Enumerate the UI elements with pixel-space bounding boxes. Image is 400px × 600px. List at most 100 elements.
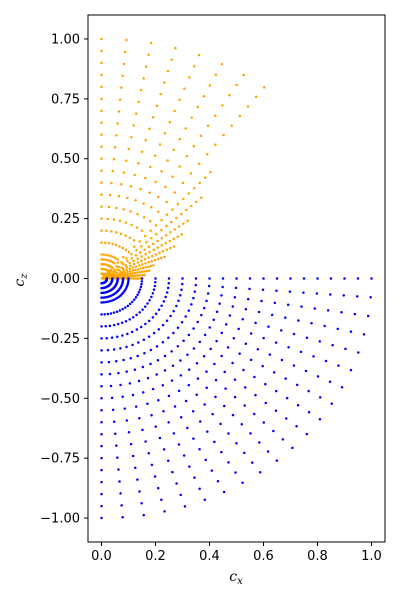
scatter-point <box>126 266 129 269</box>
scatter-point <box>137 274 140 277</box>
scatter-point <box>213 319 216 322</box>
scatter-point <box>319 396 322 399</box>
scatter-point <box>133 239 136 242</box>
scatter-point <box>171 379 174 382</box>
scatter-point <box>350 330 353 333</box>
scatter-point <box>167 421 170 424</box>
scatter-point <box>227 432 230 435</box>
scatter-point <box>148 251 151 254</box>
scatter-point <box>310 322 313 325</box>
scatter-point <box>116 335 119 338</box>
scatter-point <box>153 332 156 335</box>
scatter-point <box>128 275 131 278</box>
scatter-point <box>110 230 113 233</box>
scatter-point <box>319 340 322 343</box>
scatter-point <box>261 365 264 368</box>
scatter-point <box>131 301 134 304</box>
scatter-point <box>148 452 151 455</box>
scatter-point <box>247 105 250 108</box>
scatter-point <box>250 332 253 335</box>
scatter-point <box>164 369 167 372</box>
scatter-point <box>291 447 294 450</box>
scatter-point <box>125 221 128 224</box>
y-tick-label: 0.25 <box>51 212 80 227</box>
scatter-point <box>141 263 144 266</box>
scatter-point <box>217 480 220 483</box>
scatter-point <box>168 395 171 398</box>
scatter-point <box>284 316 287 319</box>
scatter-point <box>136 328 139 331</box>
scatter-point <box>164 355 167 358</box>
scatter-point <box>222 277 225 280</box>
scatter-point <box>325 360 328 363</box>
scatter-point <box>169 247 172 250</box>
scatter-point <box>139 288 142 291</box>
scatter-point <box>116 122 119 125</box>
scatter-point <box>105 254 108 257</box>
scatter-point <box>188 192 191 195</box>
scatter-point <box>134 467 137 470</box>
scatter-point <box>161 244 164 247</box>
scatter-point <box>183 454 186 457</box>
scatter-point <box>137 261 140 264</box>
scatter-point <box>275 341 278 344</box>
scatter-point <box>260 300 263 303</box>
scatter-point <box>239 115 242 118</box>
scatter-point <box>122 256 125 259</box>
scatter-point <box>170 350 173 353</box>
scatter-point <box>162 384 165 387</box>
scatter-point <box>129 303 132 306</box>
scatter-point <box>177 299 180 302</box>
scatter-point <box>280 329 283 332</box>
scatter-point <box>178 443 181 446</box>
scatter-point <box>144 323 147 326</box>
scatter-point <box>144 440 147 443</box>
scatter-point <box>242 74 245 77</box>
scatter-point <box>275 289 278 292</box>
scatter-point <box>166 291 169 294</box>
y-axis-ticks: −1.00−0.75−0.50−0.250.000.250.500.751.00 <box>40 32 88 526</box>
scatter-point <box>100 193 103 196</box>
scatter-point <box>166 214 169 217</box>
scatter-point <box>193 347 196 350</box>
scatter-point <box>157 487 160 490</box>
scatter-point <box>100 301 103 304</box>
scatter-point <box>116 310 119 313</box>
scatter-point <box>143 216 146 219</box>
scatter-point <box>182 198 185 201</box>
scatter-point <box>300 351 303 354</box>
scatter-point <box>118 195 121 198</box>
scatter-point <box>165 225 168 228</box>
scatter-point <box>144 253 147 256</box>
scatter-point <box>166 159 169 162</box>
scatter-point <box>337 328 340 331</box>
scatter-point <box>138 417 141 420</box>
scatter-point <box>103 313 106 316</box>
scatter-point <box>149 220 152 223</box>
scatter-point <box>181 277 184 280</box>
scatter-point <box>167 287 170 290</box>
scatter-point <box>100 349 103 352</box>
scatter-point <box>143 352 146 355</box>
scatter-point <box>131 269 134 272</box>
scatter-point <box>129 382 132 385</box>
scatter-point <box>141 280 144 283</box>
scatter-point <box>100 169 103 172</box>
scatter-point <box>121 75 124 78</box>
scatter-point <box>155 312 158 315</box>
scatter-point <box>100 110 103 113</box>
scatter-point <box>344 348 347 351</box>
scatter-point <box>140 326 143 329</box>
scatter-point <box>220 451 223 454</box>
scatter-point <box>343 277 346 280</box>
scatter-point <box>157 359 160 362</box>
scatter-point <box>115 134 118 137</box>
scatter-point <box>167 460 170 463</box>
scatter-point <box>218 302 221 305</box>
scatter-point <box>100 397 103 400</box>
scatter-point <box>223 405 226 408</box>
scatter-point <box>100 292 103 295</box>
scatter-point <box>198 54 201 57</box>
scatter-point <box>247 298 250 301</box>
scatter-point <box>125 257 128 260</box>
